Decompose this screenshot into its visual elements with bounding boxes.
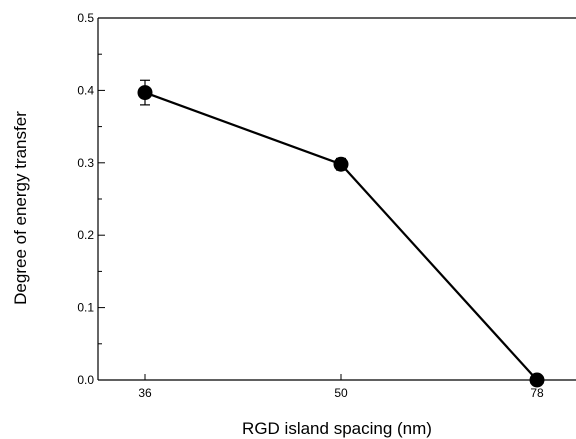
x-tick-label: 78 <box>530 386 544 400</box>
data-point <box>529 372 545 388</box>
axes <box>97 17 576 381</box>
data-point <box>333 156 349 172</box>
y-tick-label: 0.0 <box>77 373 94 387</box>
y-tick-label: 0.2 <box>77 228 94 242</box>
y-axis-label: Degree of energy transfer <box>11 111 30 305</box>
x-axis-label: RGD island spacing (nm) <box>242 419 432 438</box>
y-tick-label: 0.5 <box>77 11 94 25</box>
data-point <box>137 85 153 101</box>
series-line <box>144 91 538 381</box>
data-marks <box>137 79 545 388</box>
y-tick-label: 0.1 <box>77 301 94 315</box>
y-tick-label: 0.4 <box>77 83 94 97</box>
x-tick-label: 50 <box>334 386 348 400</box>
y-tick-label: 0.3 <box>77 156 94 170</box>
x-tick-label: 36 <box>138 386 152 400</box>
ticks: 0.0 0.1 0.2 0.3 0.4 0.5 36 50 78 <box>77 11 544 400</box>
